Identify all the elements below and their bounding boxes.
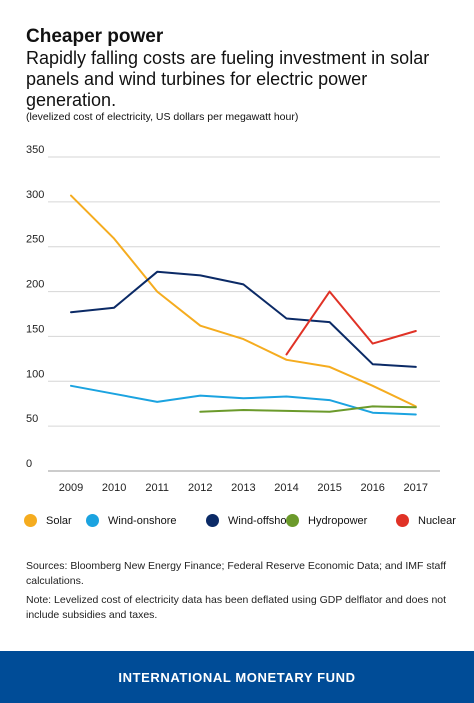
y-tick-label-350: 350	[26, 144, 44, 156]
legend-label-wind-onshore: Wind-onshore	[108, 514, 177, 527]
legend-swatch-wind-onshore	[86, 514, 99, 527]
series-line-nuclear	[285, 290, 417, 356]
legend-item-wind-offshore: Wind-offshore	[206, 514, 296, 527]
legend: Solar Wind-onshore Wind-offshore Hydropower…	[24, 514, 464, 530]
x-tick-label-2010: 2010	[102, 482, 126, 494]
legend-swatch-hydropower	[286, 514, 299, 527]
y-tick-label-100: 100	[26, 368, 44, 380]
legend-swatch-wind-offshore	[206, 514, 219, 527]
x-tick-label-2015: 2015	[317, 482, 341, 494]
legend-item-solar: Solar	[24, 514, 72, 527]
legend-label-solar: Solar	[46, 514, 72, 527]
sources-text: Sources: Bloomberg New Energy Finance; F…	[26, 560, 446, 587]
note-text: Note: Levelized cost of electricity data…	[26, 594, 447, 621]
legend-label-wind-offshore: Wind-offshore	[228, 514, 297, 527]
y-tick-label-50: 50	[26, 413, 38, 425]
legend-label-hydropower: Hydropower	[308, 514, 368, 527]
x-tick-label-2012: 2012	[188, 482, 212, 494]
footer-banner: INTERNATIONAL MONETARY FUND	[0, 651, 474, 703]
x-tick-label-2013: 2013	[231, 482, 255, 494]
x-tick-label-2014: 2014	[274, 482, 298, 494]
x-tick-label-2011: 2011	[145, 482, 169, 494]
legend-swatch-solar	[24, 514, 37, 527]
notes: Sources: Bloomberg New Energy Finance; F…	[26, 559, 456, 627]
line-chart: 0 50 100 150 200 250 300 350 2009 2010 2011 2012 201…	[26, 144, 440, 494]
series-line-wind-offshore	[70, 270, 417, 368]
chart-subtitle: Rapidly falling costs are fueling invest…	[26, 48, 430, 110]
legend-label-nuclear: Nuclear	[418, 514, 456, 527]
y-tick-label-0: 0	[26, 458, 32, 470]
legend-item-wind-onshore: Wind-onshore	[86, 514, 176, 527]
units-note: (levelized cost of electricity, US dolla…	[26, 111, 299, 123]
footer-label: INTERNATIONAL MONETARY FUND	[118, 669, 356, 685]
series-line-hydropower	[199, 405, 417, 413]
legend-item-nuclear: Nuclear	[396, 514, 456, 527]
y-tick-label-250: 250	[26, 234, 44, 246]
series-line-solar	[70, 194, 417, 408]
chart-title: Cheaper power	[26, 26, 164, 47]
x-tick-label-2016: 2016	[360, 482, 384, 494]
x-tick-label-2017: 2017	[404, 482, 428, 494]
x-tick-label-2009: 2009	[59, 482, 83, 494]
y-tick-label-300: 300	[26, 189, 44, 201]
legend-swatch-nuclear	[396, 514, 409, 527]
y-tick-label-150: 150	[26, 323, 44, 335]
legend-item-hydropower: Hydropower	[286, 514, 367, 527]
y-tick-label-200: 200	[26, 279, 44, 291]
